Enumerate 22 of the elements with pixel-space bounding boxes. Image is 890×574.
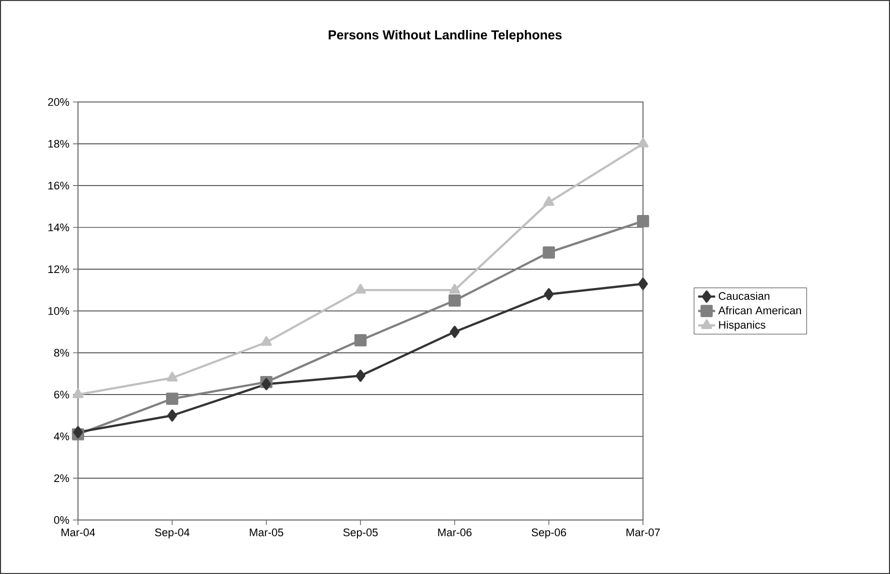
y-tick-label: 10% — [48, 307, 70, 315]
y-tick-label: 14% — [48, 224, 70, 232]
y-tick-label: 6% — [54, 390, 70, 398]
chart-title: Persons Without Landline Telephones — [328, 30, 562, 42]
legend-label: Caucasian — [718, 292, 770, 300]
y-tick-label: 12% — [48, 265, 70, 274]
x-tick-label: Sep-06 — [532, 528, 566, 538]
x-tick-label: Mar-04 — [62, 528, 96, 536]
y-tick-label: 2% — [54, 474, 70, 482]
x-tick-label: Mar-05 — [250, 528, 284, 536]
legend-label: African American — [718, 306, 801, 314]
x-tick-label: Mar-07 — [626, 528, 660, 536]
y-tick-label: 16% — [48, 182, 70, 190]
y-tick-label: 8% — [54, 348, 70, 357]
y-tick-label: 4% — [54, 432, 70, 440]
y-tick-label: 18% — [48, 140, 70, 148]
x-tick-label: Mar-06 — [438, 528, 472, 536]
x-tick-label: Sep-05 — [343, 528, 378, 538]
y-tick-label: 20% — [48, 98, 70, 106]
y-tick-label: 0% — [54, 516, 70, 524]
legend-label: Hispanics — [719, 320, 766, 331]
x-tick-label: Sep-04 — [155, 528, 190, 538]
